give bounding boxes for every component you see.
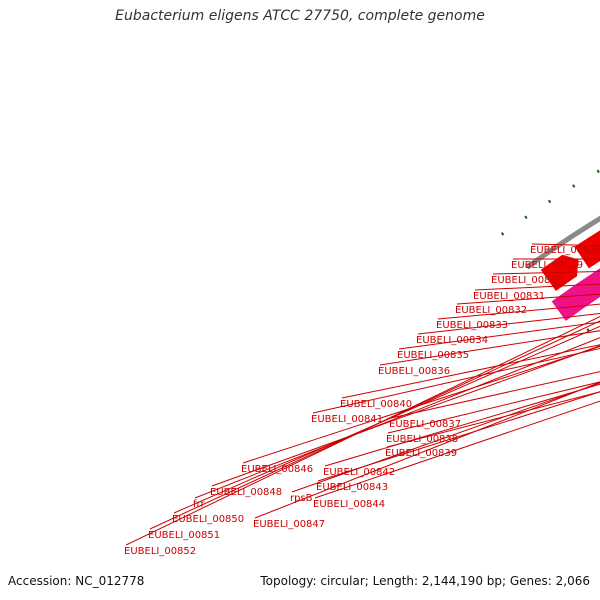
gene-label: EUBELI_00836 [378,366,450,377]
gene-label: EUBELI_00852 [124,546,196,557]
gene-label: frr [193,499,205,510]
gene-label: EUBELI_00832 [455,305,527,316]
gene-label: EUBELI_00841 [311,414,383,425]
leader-line [379,330,600,366]
outer-tick [572,184,576,188]
leader-line [242,345,600,464]
leader-line [314,400,600,499]
gene-label: EUBELI_00829 [511,260,583,271]
gene-label: EUBELI_00828 [530,245,600,256]
gene-label: EUBELI_00851 [148,530,220,541]
gene-label: EUBELI_00846 [241,464,313,475]
leader-line [291,382,600,493]
gene-label: EUBELI_00839 [385,448,457,459]
gene-label: EUBELI_00833 [436,320,508,331]
gene-label: EUBELI_00848 [210,487,282,498]
outer-tick [547,199,552,204]
scale-ticks: 835 kbp840 kbp845 kbp850 kbp855 kbp860 k… [500,169,600,332]
gene-label: EUBELI_00831 [473,291,545,302]
gene-label: EUBELI_00842 [323,467,395,478]
map-title: Eubacterium eligens ATCC 27750, complete… [115,8,485,24]
gene-label: EUBELI_00850 [172,514,244,525]
gene-label: EUBELI_00843 [316,482,388,493]
leader-line [254,381,600,519]
leader-line [173,325,600,514]
gene-label: EUBELI_00840 [340,399,412,410]
leader-line [125,315,600,546]
gene-labels: EUBELI_00828 EUBELI_00829 EUBELI_00830 EUBE… [124,245,600,557]
leader-line [211,345,600,487]
leader-line [387,381,600,434]
gene-label: rpsB [290,493,313,504]
gene-label: EUBELI_00844 [313,499,385,510]
gene-label: EUBELI_00830 [491,275,563,286]
label-leader-lines [125,243,600,546]
topology-summary: Topology: circular; Length: 2,144,190 bp… [260,574,590,588]
leader-line [324,383,600,467]
leader-line [312,348,600,414]
leader-line [341,344,600,399]
gene-label: EUBELI_00835 [397,350,469,361]
gene-label: EUBELI_00834 [416,335,488,346]
leader-line [149,320,600,530]
leader-line [386,391,600,448]
gene-label: EUBELI_00847 [253,519,325,530]
leader-line [398,321,600,350]
outer-tick [524,215,528,220]
gene-label: EUBELI_00837 [389,419,461,430]
gene-label: EUBELI_00838 [386,434,458,445]
leader-line [317,391,600,482]
outer-tick [596,169,600,174]
outer-tick [500,232,505,236]
accession-text: Accession: NC_012778 [8,574,145,588]
leader-line [390,371,600,419]
